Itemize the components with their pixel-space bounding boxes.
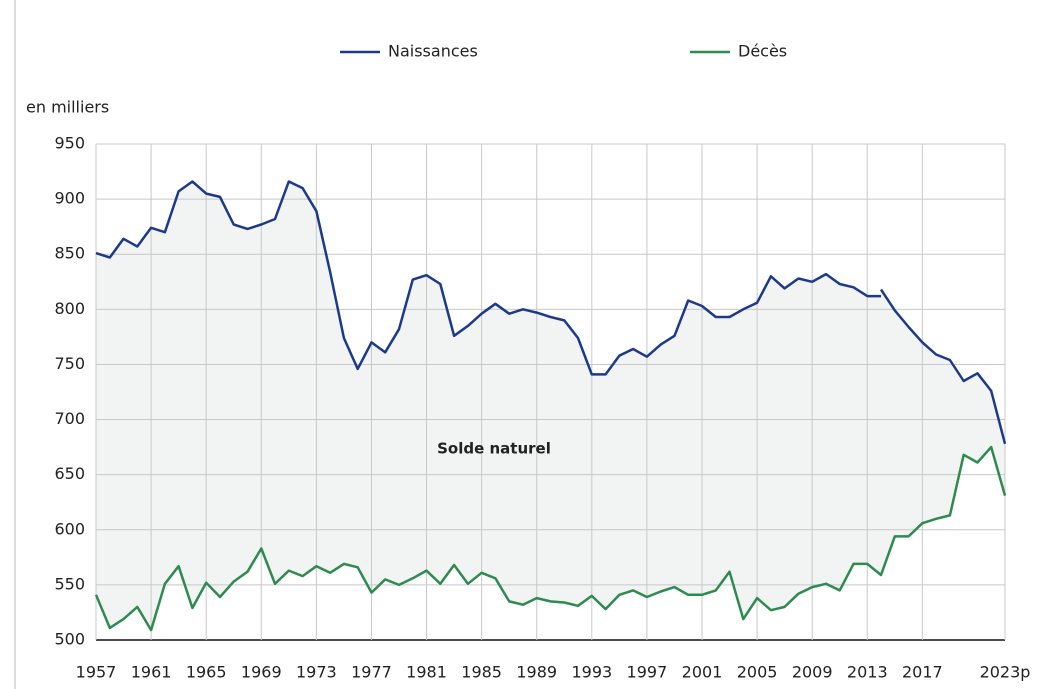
y-tick-label: 700 (54, 409, 85, 428)
annotation: Solde naturel (437, 440, 551, 458)
line (94, 445, 1007, 632)
x-tick-label: 1997 (627, 663, 668, 682)
x-tick-label: 2023p (980, 663, 1031, 682)
y-tick-label: 850 (54, 244, 85, 263)
area-fill (96, 181, 1005, 631)
x-tick-label: 1961 (131, 663, 172, 682)
x-tick-label: 2001 (682, 663, 723, 682)
x-tick-label: 1957 (76, 663, 117, 682)
x-tick-label: 2005 (737, 663, 778, 682)
x-tick-label: 1973 (296, 663, 337, 682)
y-tick-label: 650 (54, 464, 85, 483)
y-tick-label: 900 (54, 189, 85, 208)
x-tick-label: 1989 (516, 663, 557, 682)
y-tick-label: 950 (54, 134, 85, 153)
x-tick-label: 1981 (406, 663, 447, 682)
y-axis-label: en milliers (26, 98, 109, 117)
legend-label: Décès (738, 42, 787, 61)
line (95, 180, 1007, 445)
x-tick-label: 2017 (902, 663, 943, 682)
x-tick-label: 1969 (241, 663, 282, 682)
x-tick-label: 1993 (571, 663, 612, 682)
y-tick-label: 600 (54, 519, 85, 538)
legend-label: Naissances (388, 42, 478, 61)
x-tick-label: 1965 (186, 663, 227, 682)
x-tick-label: 1977 (351, 663, 392, 682)
x-tick-label: 2009 (792, 663, 833, 682)
y-tick-label: 550 (54, 574, 85, 593)
x-tick-label: 1985 (461, 663, 502, 682)
y-tick-label: 800 (54, 299, 85, 318)
y-tick-label: 750 (54, 354, 85, 373)
x-tick-label: 2013 (847, 663, 888, 682)
y-tick-label: 500 (54, 630, 85, 649)
